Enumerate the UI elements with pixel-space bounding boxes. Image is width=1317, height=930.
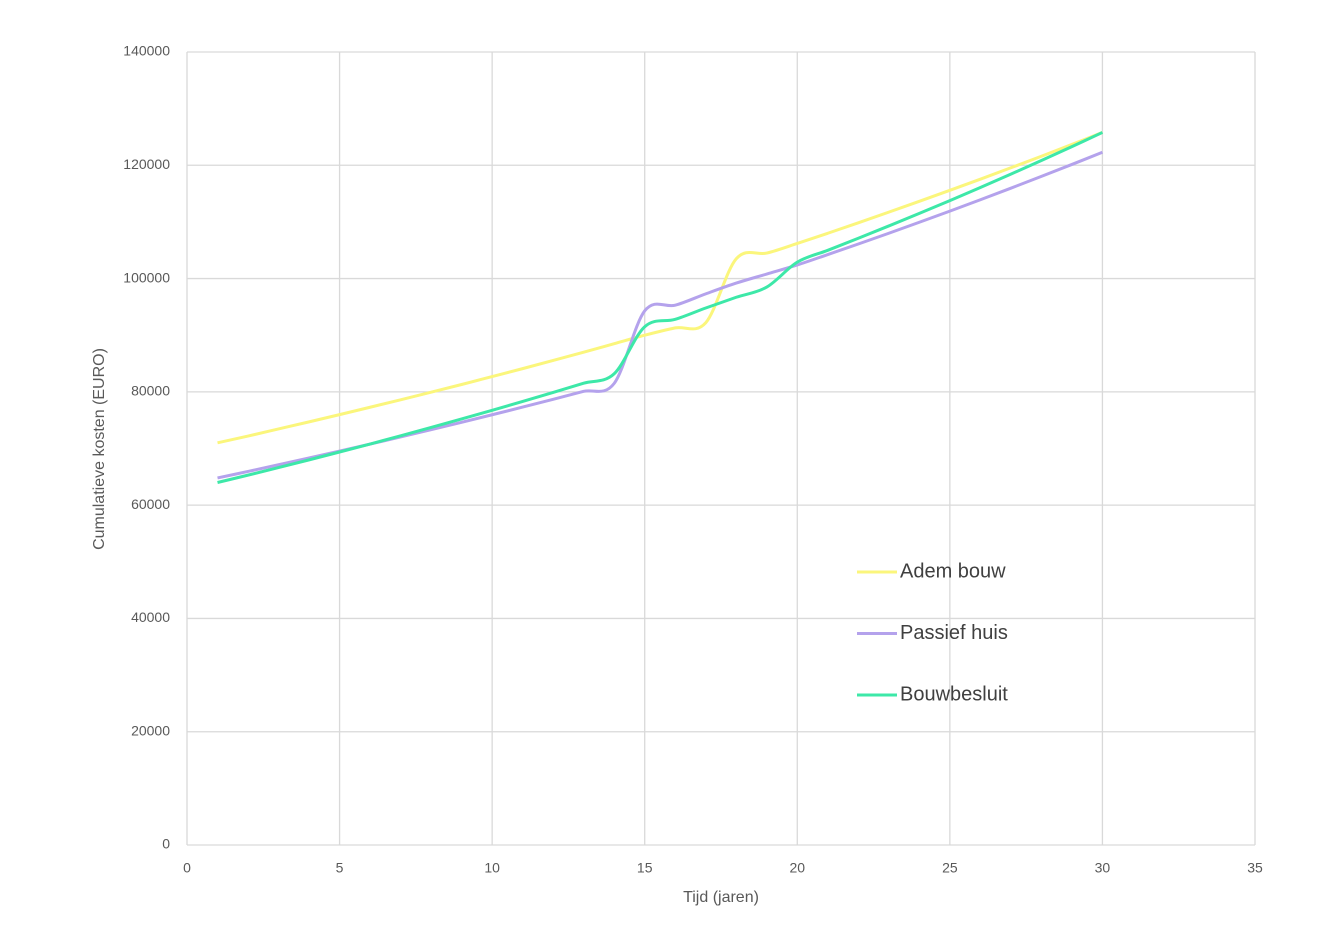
line-series	[217, 131, 1103, 445]
y-tick-label: 60000	[131, 496, 170, 512]
y-tick-label: 140000	[123, 43, 170, 59]
x-tick-label: 5	[336, 860, 344, 876]
x-tick-label: 10	[484, 860, 500, 876]
y-tick-label: 20000	[131, 722, 170, 738]
x-tick-label: 30	[1095, 860, 1111, 876]
legend-label: Passief huis	[900, 622, 1008, 644]
x-tick-label: 35	[1247, 860, 1263, 876]
x-tick-label: 0	[183, 860, 191, 876]
x-tick-label: 15	[637, 860, 653, 876]
y-tick-label: 100000	[123, 269, 170, 285]
line-series	[217, 131, 1104, 484]
x-axis-label: Tijd (jaren)	[683, 889, 759, 906]
legend-label: Adem bouw	[900, 560, 1006, 582]
legend-label: Bouwbesluit	[900, 683, 1008, 705]
x-tick-label: 20	[789, 860, 805, 876]
line-series	[217, 150, 1103, 480]
y-tick-label: 0	[162, 836, 170, 852]
y-tick-label: 120000	[123, 156, 170, 172]
x-tick-label: 25	[942, 860, 958, 876]
y-tick-label: 40000	[131, 609, 170, 625]
legend: Adem bouw Passief huis Bouwbesluit	[857, 560, 1008, 705]
y-axis-label: Cumulatieve kosten (EURO)	[91, 348, 108, 550]
y-tick-label: 80000	[131, 383, 170, 399]
